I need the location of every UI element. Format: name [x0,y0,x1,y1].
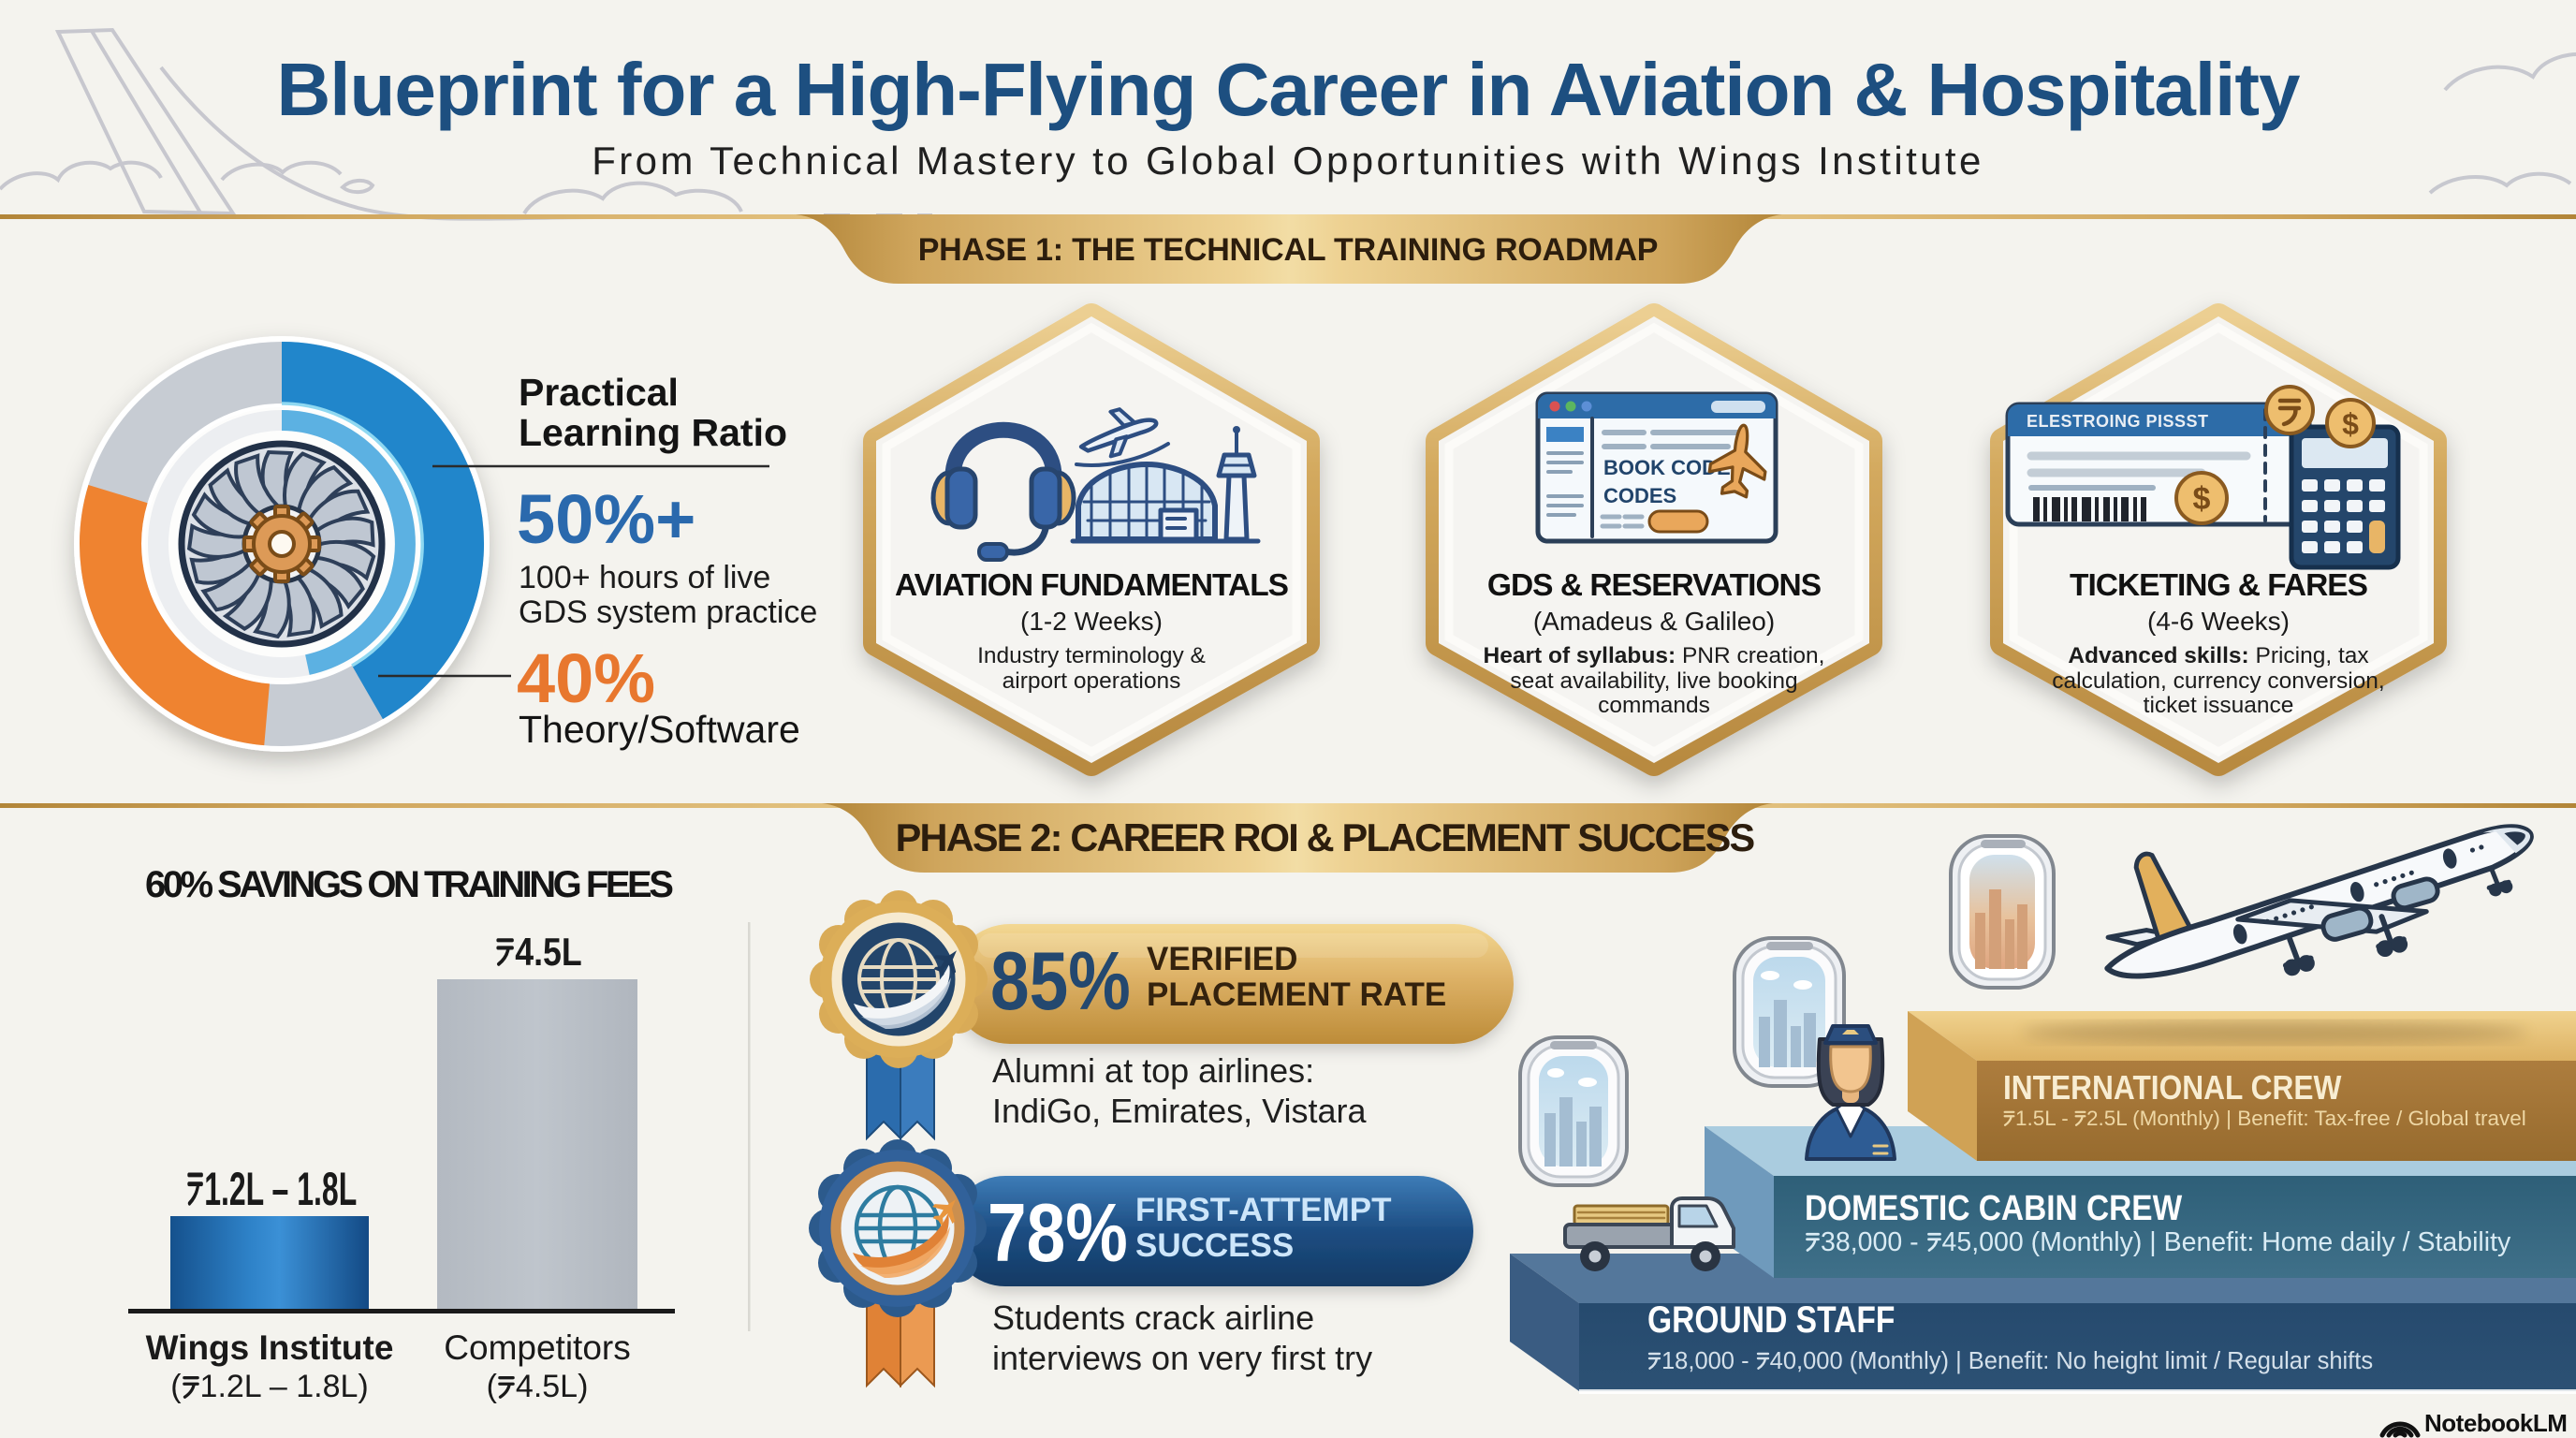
svg-text:CODES: CODES [1603,484,1676,507]
svg-text:$: $ [2193,481,2211,517]
svg-text:ELESTROING PISSST: ELESTROING PISSST [2027,412,2209,431]
svg-text:$: $ [2342,407,2359,441]
